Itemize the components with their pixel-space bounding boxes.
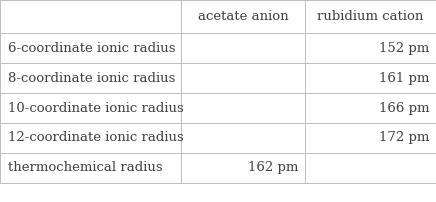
Text: 10-coordinate ionic radius: 10-coordinate ionic radius <box>8 102 184 115</box>
Text: 12-coordinate ionic radius: 12-coordinate ionic radius <box>8 132 184 144</box>
Text: 172 pm: 172 pm <box>379 132 429 144</box>
Text: 162 pm: 162 pm <box>248 161 299 174</box>
Text: 6-coordinate ionic radius: 6-coordinate ionic radius <box>8 42 175 55</box>
Text: 152 pm: 152 pm <box>379 42 429 55</box>
Text: acetate anion: acetate anion <box>198 10 288 23</box>
Text: 8-coordinate ionic radius: 8-coordinate ionic radius <box>8 72 175 85</box>
Text: 166 pm: 166 pm <box>379 102 429 115</box>
Text: thermochemical radius: thermochemical radius <box>8 161 163 174</box>
Text: 161 pm: 161 pm <box>379 72 429 85</box>
Text: rubidium cation: rubidium cation <box>317 10 424 23</box>
